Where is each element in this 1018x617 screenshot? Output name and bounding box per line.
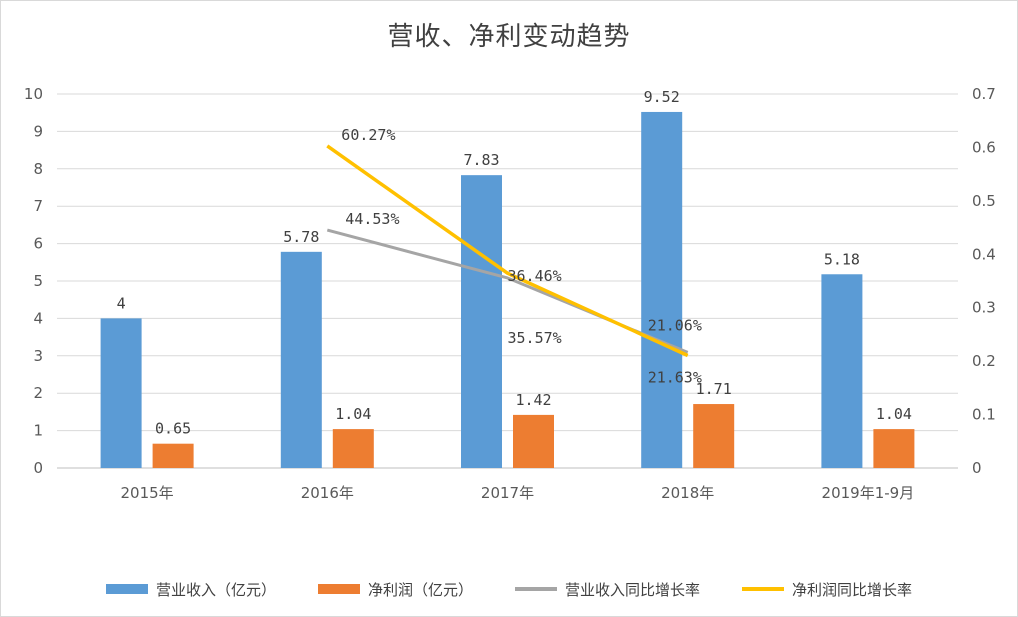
bar-label-revenue: 4 bbox=[117, 294, 126, 312]
legend-label-profit-growth: 净利润同比增长率 bbox=[792, 580, 913, 599]
bar-revenue bbox=[280, 251, 322, 468]
y2-axis-tick-label: 0.6 bbox=[972, 138, 996, 156]
y-axis-tick-label: 1 bbox=[33, 422, 43, 440]
y-axis-tick-label: 0 bbox=[33, 459, 43, 477]
legend-swatch-profit-growth bbox=[742, 587, 785, 591]
y-axis-tick-label: 6 bbox=[33, 235, 43, 253]
bar-net-profit bbox=[332, 429, 374, 468]
bar-label-revenue: 7.83 bbox=[463, 151, 499, 169]
bar-net-profit bbox=[873, 429, 915, 468]
legend-label-revenue: 营业收入（亿元） bbox=[155, 580, 276, 599]
x-axis-tick-label: 2015年 bbox=[121, 484, 174, 502]
legend-item-net-profit: 净利润（亿元） bbox=[317, 579, 473, 600]
y2-axis-tick-label: 0.2 bbox=[972, 352, 996, 370]
line-profit-growth bbox=[326, 144, 689, 358]
x-axis-tick-label: 2018年 bbox=[661, 484, 714, 502]
y-axis-tick-label: 8 bbox=[33, 160, 43, 178]
bar-label-net-profit: 0.65 bbox=[155, 420, 191, 438]
x-axis-tick-label: 2019年1-9月 bbox=[822, 484, 915, 502]
legend-swatch-net-profit bbox=[317, 584, 360, 594]
bar-net-profit bbox=[513, 414, 554, 468]
bar-label-net-profit: 1.04 bbox=[335, 405, 371, 423]
chart-title: 营收、净利变动趋势 bbox=[387, 22, 631, 52]
legend-item-revenue: 营业收入（亿元） bbox=[105, 579, 276, 600]
legend-swatch-revenue bbox=[105, 584, 148, 594]
bar-net-profit bbox=[693, 404, 735, 468]
legend-item-profit-growth: 净利润同比增长率 bbox=[742, 579, 912, 600]
x-axis-tick-label: 2017年 bbox=[481, 484, 534, 502]
y2-axis-tick-label: 0.3 bbox=[972, 299, 996, 317]
line-label-profit-growth: 36.46% bbox=[508, 267, 562, 285]
y2-axis-tick-label: 0.1 bbox=[972, 406, 996, 424]
bar-label-net-profit: 1.04 bbox=[876, 405, 912, 423]
chart-legend: 营业收入（亿元） 净利润（亿元） 营业收入同比增长率 净利润同比增长率 bbox=[0, 576, 1018, 602]
y2-axis-tick-label: 0 bbox=[972, 459, 982, 477]
bar-revenue bbox=[461, 175, 502, 468]
y-axis-tick-label: 10 bbox=[24, 85, 43, 103]
legend-label-revenue-growth: 营业收入同比增长率 bbox=[565, 580, 701, 599]
bar-net-profit bbox=[152, 443, 194, 468]
x-axis-tick-label: 2016年 bbox=[301, 484, 354, 502]
y-axis-tick-label: 7 bbox=[33, 197, 43, 215]
bar-label-net-profit: 1.42 bbox=[515, 391, 551, 409]
bar-revenue bbox=[641, 111, 683, 469]
y-axis-tick-label: 5 bbox=[33, 272, 43, 290]
y-axis-tick-label: 2 bbox=[33, 384, 43, 402]
y-axis-tick-label: 3 bbox=[33, 347, 43, 365]
bar-label-revenue: 5.78 bbox=[283, 228, 319, 246]
bar-revenue bbox=[100, 318, 142, 468]
bar-revenue bbox=[821, 274, 863, 468]
legend-item-revenue-growth: 营业收入同比增长率 bbox=[515, 579, 700, 600]
line-label-revenue-growth: 21.63% bbox=[648, 368, 702, 386]
y2-axis-tick-label: 0.4 bbox=[972, 245, 996, 263]
bar-label-revenue: 5.18 bbox=[824, 250, 860, 268]
line-label-revenue-growth: 44.53% bbox=[345, 210, 399, 228]
bar-label-net-profit: 1.71 bbox=[696, 380, 732, 398]
y-axis-tick-label: 9 bbox=[33, 122, 43, 140]
y2-axis-tick-label: 0.7 bbox=[972, 85, 996, 103]
line-label-revenue-growth: 35.57% bbox=[508, 329, 562, 347]
legend-swatch-revenue-growth bbox=[515, 587, 557, 591]
line-label-profit-growth: 21.06% bbox=[648, 316, 702, 334]
line-label-profit-growth: 60.27% bbox=[341, 126, 395, 144]
y2-axis-tick-label: 0.5 bbox=[972, 192, 996, 210]
legend-label-net-profit: 净利润（亿元） bbox=[367, 580, 473, 599]
bar-label-revenue: 9.52 bbox=[644, 88, 680, 106]
y-axis-tick-label: 4 bbox=[33, 309, 43, 327]
